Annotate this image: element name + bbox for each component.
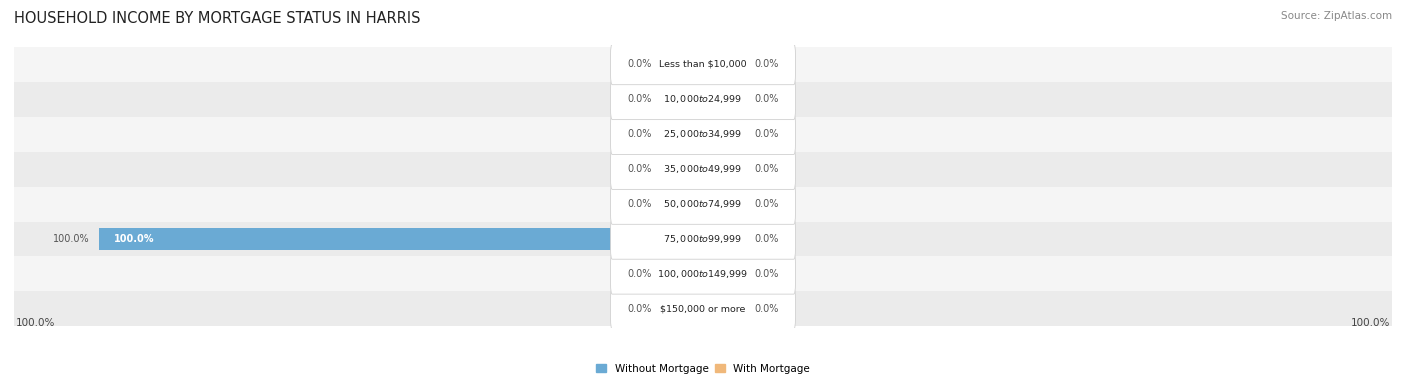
Text: 0.0%: 0.0% bbox=[627, 304, 651, 314]
Text: 0.0%: 0.0% bbox=[627, 94, 651, 104]
Text: 0.0%: 0.0% bbox=[755, 234, 779, 244]
Text: 0.0%: 0.0% bbox=[755, 60, 779, 69]
Bar bbox=[14, 256, 1392, 291]
Text: 0.0%: 0.0% bbox=[627, 129, 651, 139]
Bar bbox=[661, 54, 703, 75]
Bar bbox=[14, 187, 1392, 222]
Bar bbox=[14, 47, 1392, 82]
Bar bbox=[703, 89, 745, 110]
Text: 0.0%: 0.0% bbox=[627, 164, 651, 174]
Text: 0.0%: 0.0% bbox=[755, 129, 779, 139]
Text: 0.0%: 0.0% bbox=[755, 304, 779, 314]
FancyBboxPatch shape bbox=[610, 114, 796, 155]
Bar bbox=[661, 298, 703, 320]
Bar bbox=[661, 158, 703, 180]
FancyBboxPatch shape bbox=[610, 44, 796, 85]
Text: 100.0%: 100.0% bbox=[1351, 318, 1391, 328]
Text: Less than $10,000: Less than $10,000 bbox=[659, 60, 747, 69]
Bar bbox=[661, 123, 703, 145]
Text: 100.0%: 100.0% bbox=[114, 234, 155, 244]
Bar bbox=[14, 82, 1392, 117]
Bar bbox=[703, 123, 745, 145]
Text: $75,000 to $99,999: $75,000 to $99,999 bbox=[664, 233, 742, 245]
Bar bbox=[703, 298, 745, 320]
Bar bbox=[661, 263, 703, 285]
FancyBboxPatch shape bbox=[610, 184, 796, 224]
Bar bbox=[14, 117, 1392, 152]
Legend: Without Mortgage, With Mortgage: Without Mortgage, With Mortgage bbox=[596, 364, 810, 374]
Text: $50,000 to $74,999: $50,000 to $74,999 bbox=[664, 198, 742, 210]
Text: 100.0%: 100.0% bbox=[15, 318, 55, 328]
Text: 100.0%: 100.0% bbox=[53, 234, 90, 244]
Bar bbox=[14, 222, 1392, 256]
FancyBboxPatch shape bbox=[610, 149, 796, 189]
Bar bbox=[703, 54, 745, 75]
Text: HOUSEHOLD INCOME BY MORTGAGE STATUS IN HARRIS: HOUSEHOLD INCOME BY MORTGAGE STATUS IN H… bbox=[14, 11, 420, 26]
Text: $10,000 to $24,999: $10,000 to $24,999 bbox=[664, 93, 742, 105]
FancyBboxPatch shape bbox=[610, 219, 796, 259]
Text: 0.0%: 0.0% bbox=[755, 269, 779, 279]
Text: $35,000 to $49,999: $35,000 to $49,999 bbox=[664, 163, 742, 175]
Bar bbox=[661, 193, 703, 215]
Text: $100,000 to $149,999: $100,000 to $149,999 bbox=[658, 268, 748, 280]
Text: Source: ZipAtlas.com: Source: ZipAtlas.com bbox=[1281, 11, 1392, 21]
Text: $25,000 to $34,999: $25,000 to $34,999 bbox=[664, 128, 742, 140]
Text: 0.0%: 0.0% bbox=[755, 164, 779, 174]
Text: 0.0%: 0.0% bbox=[627, 60, 651, 69]
Bar bbox=[703, 193, 745, 215]
Text: 0.0%: 0.0% bbox=[755, 199, 779, 209]
FancyBboxPatch shape bbox=[610, 288, 796, 329]
Bar bbox=[14, 291, 1392, 326]
Bar bbox=[703, 263, 745, 285]
Text: 0.0%: 0.0% bbox=[627, 199, 651, 209]
Bar bbox=[661, 89, 703, 110]
Text: 0.0%: 0.0% bbox=[627, 269, 651, 279]
FancyBboxPatch shape bbox=[610, 254, 796, 294]
Text: 0.0%: 0.0% bbox=[755, 94, 779, 104]
FancyBboxPatch shape bbox=[610, 79, 796, 120]
Text: $150,000 or more: $150,000 or more bbox=[661, 304, 745, 313]
Bar bbox=[703, 228, 745, 250]
Bar bbox=[98, 228, 703, 250]
Bar bbox=[14, 152, 1392, 187]
Bar bbox=[703, 158, 745, 180]
